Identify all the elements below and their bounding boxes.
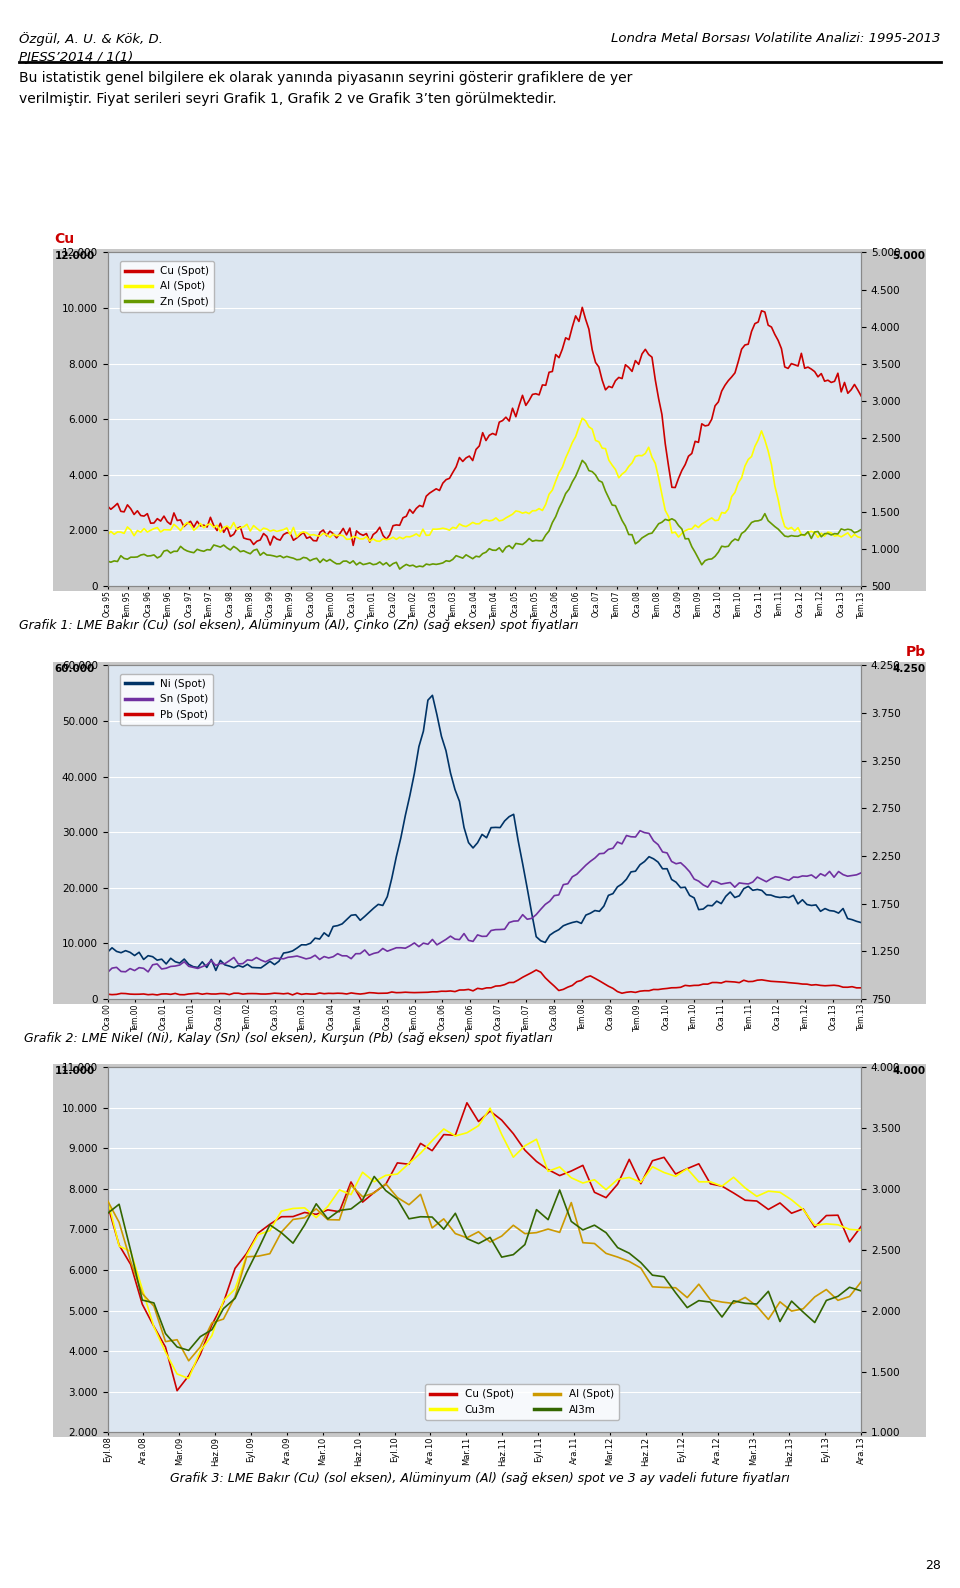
- Text: Cu: Cu: [55, 232, 75, 246]
- Text: verilmiştir. Fiyat serileri seyri Grafik 1, Grafik 2 ve Grafik 3’ten görülmekted: verilmiştir. Fiyat serileri seyri Grafik…: [19, 92, 557, 106]
- Text: Özgül, A. U. & Kök, D.: Özgül, A. U. & Kök, D.: [19, 32, 163, 46]
- Text: Grafik 1: LME Bakır (Cu) (sol eksen), Alüminyum (Al), Çinko (Zn) (sağ eksen) spo: Grafik 1: LME Bakır (Cu) (sol eksen), Al…: [19, 619, 579, 632]
- Text: Grafik 3: LME Bakır (Cu) (sol eksen), Alüminyum (Al) (sağ eksen) spot ve 3 ay va: Grafik 3: LME Bakır (Cu) (sol eksen), Al…: [170, 1472, 790, 1485]
- Text: Bu istatistik genel bilgilere ek olarak yanında piyasanın seyrini gösterir grafi: Bu istatistik genel bilgilere ek olarak …: [19, 71, 633, 86]
- Text: 5.000: 5.000: [893, 251, 925, 260]
- Text: Grafik 2: LME Nikel (Ni), Kalay (Sn) (sol eksen), Kurşun (Pb) (sağ eksen) spot f: Grafik 2: LME Nikel (Ni), Kalay (Sn) (so…: [24, 1032, 552, 1045]
- Text: 4.250: 4.250: [892, 664, 925, 673]
- Legend: Cu (Spot), Cu3m, Al (Spot), Al3m: Cu (Spot), Cu3m, Al (Spot), Al3m: [425, 1385, 619, 1420]
- Text: 60.000: 60.000: [55, 664, 95, 673]
- Text: 4.000: 4.000: [892, 1066, 925, 1075]
- Text: PJESS’2014 / 1(1): PJESS’2014 / 1(1): [19, 51, 133, 64]
- Text: Londra Metal Borsası Volatilite Analizi: 1995-2013: Londra Metal Borsası Volatilite Analizi:…: [612, 32, 941, 44]
- Text: Pb: Pb: [905, 645, 925, 659]
- Text: 28: 28: [924, 1559, 941, 1572]
- Legend: Ni (Spot), Sn (Spot), Pb (Spot): Ni (Spot), Sn (Spot), Pb (Spot): [120, 673, 213, 724]
- Legend: Cu (Spot), Al (Spot), Zn (Spot): Cu (Spot), Al (Spot), Zn (Spot): [120, 260, 214, 311]
- Text: 11.000: 11.000: [55, 1066, 95, 1075]
- Text: 12.000: 12.000: [55, 251, 95, 260]
